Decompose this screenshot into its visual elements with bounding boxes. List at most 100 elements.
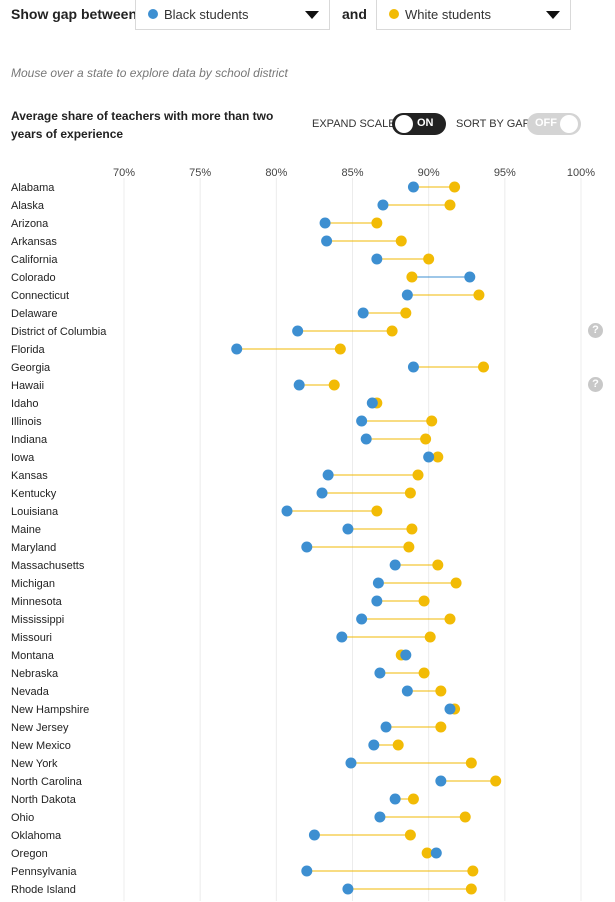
state-label[interactable]: Maine	[11, 524, 41, 536]
black-students-dot[interactable]	[389, 559, 401, 571]
white-students-dot[interactable]	[465, 757, 477, 769]
black-students-dot[interactable]	[322, 469, 334, 481]
white-students-dot[interactable]	[328, 379, 340, 391]
white-students-dot[interactable]	[449, 181, 461, 193]
black-students-dot[interactable]	[342, 523, 354, 535]
black-students-dot[interactable]	[401, 289, 413, 301]
black-students-dot[interactable]	[368, 739, 380, 751]
white-students-dot[interactable]	[423, 253, 435, 265]
black-students-dot[interactable]	[293, 379, 305, 391]
black-students-dot[interactable]	[400, 649, 412, 661]
black-students-dot[interactable]	[389, 793, 401, 805]
state-label[interactable]: North Dakota	[11, 794, 77, 806]
white-students-dot[interactable]	[334, 343, 346, 355]
help-icon[interactable]: ?	[588, 377, 603, 392]
white-students-dot[interactable]	[473, 289, 485, 301]
state-label[interactable]: Indiana	[11, 434, 48, 446]
state-label[interactable]: Louisiana	[11, 506, 59, 518]
white-students-dot[interactable]	[424, 631, 436, 643]
state-label[interactable]: Nebraska	[11, 668, 59, 680]
state-label[interactable]: Mississippi	[11, 614, 64, 626]
state-label[interactable]: Rhode Island	[11, 884, 76, 896]
black-students-dot[interactable]	[372, 577, 384, 589]
black-students-dot[interactable]	[357, 307, 369, 319]
black-students-dot[interactable]	[301, 865, 313, 877]
state-label[interactable]: Michigan	[11, 578, 55, 590]
white-students-dot[interactable]	[371, 217, 383, 229]
white-students-dot[interactable]	[420, 433, 432, 445]
state-label[interactable]: Oklahoma	[11, 830, 62, 842]
black-students-dot[interactable]	[435, 775, 447, 787]
state-label[interactable]: Nevada	[11, 686, 50, 698]
state-label[interactable]: Montana	[11, 650, 55, 662]
white-students-dot[interactable]	[459, 811, 471, 823]
state-label[interactable]: Colorado	[11, 272, 56, 284]
white-students-dot[interactable]	[386, 325, 398, 337]
help-icon[interactable]: ?	[588, 323, 603, 338]
black-students-dot[interactable]	[342, 883, 354, 895]
white-students-dot[interactable]	[432, 559, 444, 571]
black-students-dot[interactable]	[231, 343, 243, 355]
state-label[interactable]: Connecticut	[11, 290, 69, 302]
white-students-dot[interactable]	[404, 829, 416, 841]
white-students-dot[interactable]	[490, 775, 502, 787]
black-students-dot[interactable]	[444, 703, 456, 715]
white-students-dot[interactable]	[421, 847, 433, 859]
white-students-dot[interactable]	[465, 883, 477, 895]
black-students-dot[interactable]	[292, 325, 304, 337]
black-students-dot[interactable]	[377, 199, 389, 211]
black-students-dot[interactable]	[464, 271, 476, 283]
black-students-dot[interactable]	[345, 757, 357, 769]
state-label[interactable]: New York	[11, 758, 58, 770]
white-students-dot[interactable]	[392, 739, 404, 751]
state-label[interactable]: California	[11, 254, 58, 266]
state-label[interactable]: New Jersey	[11, 722, 69, 734]
black-students-dot[interactable]	[371, 595, 383, 607]
state-label[interactable]: Hawaii	[11, 380, 44, 392]
black-students-dot[interactable]	[301, 541, 313, 553]
white-students-dot[interactable]	[412, 469, 424, 481]
state-label[interactable]: Alabama	[11, 182, 55, 194]
state-label[interactable]: Ohio	[11, 812, 34, 824]
black-students-dot[interactable]	[366, 397, 378, 409]
black-students-dot[interactable]	[356, 613, 368, 625]
expand-scale-toggle[interactable]: ON	[392, 113, 446, 135]
black-students-dot[interactable]	[319, 217, 331, 229]
state-label[interactable]: Iowa	[11, 452, 35, 464]
white-students-dot[interactable]	[406, 523, 418, 535]
state-label[interactable]: Pennsylvania	[11, 866, 77, 878]
white-students-dot[interactable]	[444, 613, 456, 625]
state-label[interactable]: Idaho	[11, 398, 39, 410]
state-label[interactable]: Arkansas	[11, 236, 57, 248]
white-students-dot[interactable]	[395, 235, 407, 247]
white-students-dot[interactable]	[435, 721, 447, 733]
state-label[interactable]: Maryland	[11, 542, 56, 554]
white-students-dot[interactable]	[426, 415, 438, 427]
black-students-dot[interactable]	[407, 361, 419, 373]
white-students-dot[interactable]	[467, 865, 479, 877]
white-students-dot[interactable]	[404, 487, 416, 499]
group-b-select[interactable]: White students	[376, 0, 571, 30]
white-students-dot[interactable]	[432, 451, 444, 463]
black-students-dot[interactable]	[336, 631, 348, 643]
state-label[interactable]: Missouri	[11, 632, 52, 644]
black-students-dot[interactable]	[430, 847, 442, 859]
state-label[interactable]: District of Columbia	[11, 326, 107, 338]
black-students-dot[interactable]	[423, 451, 435, 463]
state-label[interactable]: Alaska	[11, 200, 45, 212]
white-students-dot[interactable]	[406, 271, 418, 283]
state-label[interactable]: Kentucky	[11, 488, 57, 500]
state-label[interactable]: New Hampshire	[11, 704, 89, 716]
state-label[interactable]: Illinois	[11, 416, 42, 428]
state-label[interactable]: Kansas	[11, 470, 48, 482]
black-students-dot[interactable]	[371, 253, 383, 265]
black-students-dot[interactable]	[356, 415, 368, 427]
state-label[interactable]: Delaware	[11, 308, 57, 320]
state-label[interactable]: Oregon	[11, 848, 48, 860]
black-students-dot[interactable]	[316, 487, 328, 499]
state-label[interactable]: Massachusetts	[11, 560, 85, 572]
state-label[interactable]: North Carolina	[11, 776, 83, 788]
black-students-dot[interactable]	[308, 829, 320, 841]
black-students-dot[interactable]	[374, 667, 386, 679]
black-students-dot[interactable]	[321, 235, 333, 247]
